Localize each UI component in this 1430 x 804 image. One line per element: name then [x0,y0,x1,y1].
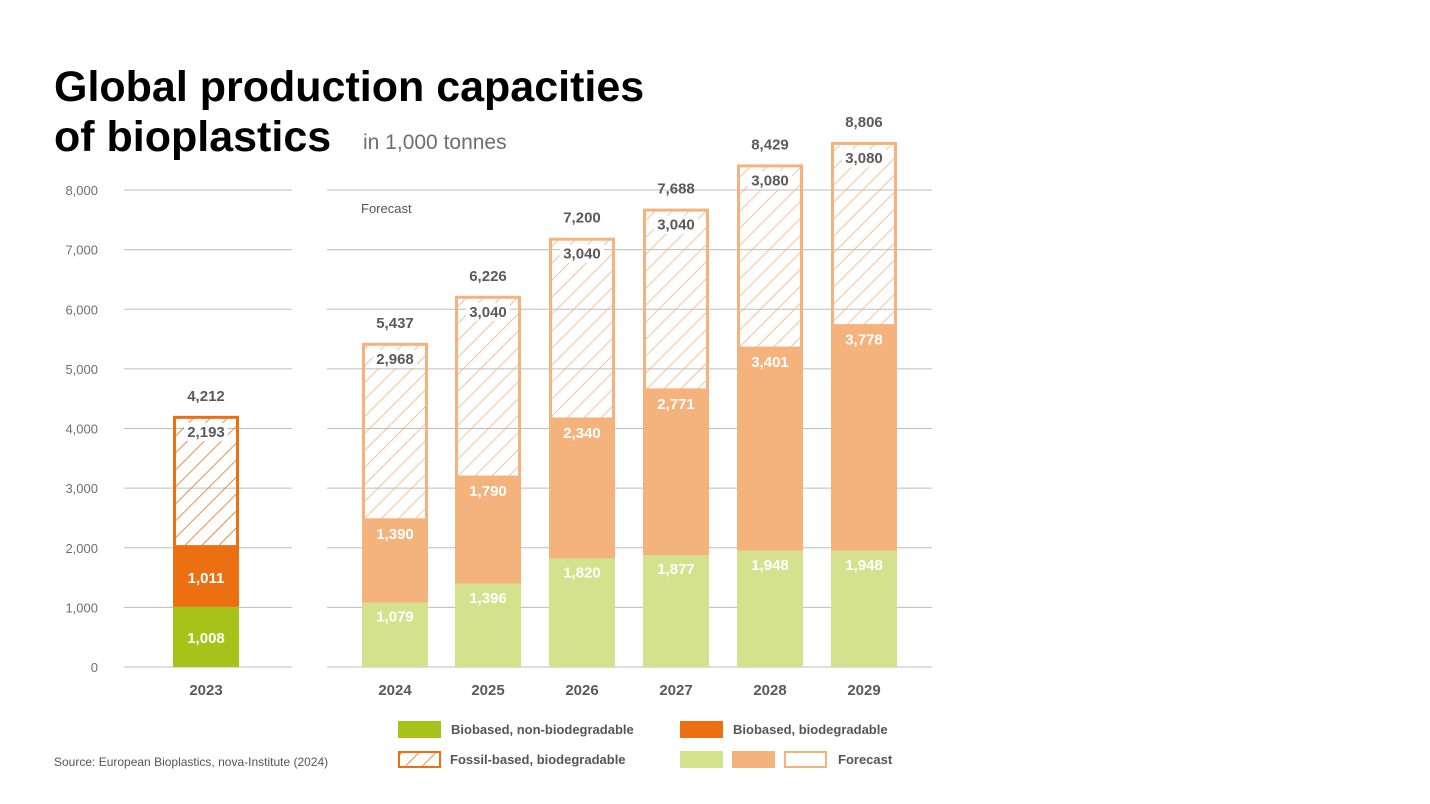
bar-segment-fossil-biodeg-2026 [549,237,615,421]
data-label-backdrop [748,171,792,190]
total-label-2027: 7,688 [657,181,695,198]
chart-title-line-2: of bioplastics [54,113,332,161]
legend-swatch-forecast-green [680,751,723,768]
y-tick-label: 0 [91,660,98,675]
total-label-2029: 8,806 [845,114,883,131]
legend-swatch-bio-biodeg [680,721,723,738]
data-label-backdrop [654,215,698,234]
data-label-fossil-biodeg-2029: 3,080 [845,150,883,167]
y-tick-label: 6,000 [65,302,98,317]
bar-segment-bio-biodeg-2028 [737,348,803,551]
bar-segment-bio-non-biodeg-2028 [737,550,803,667]
x-axis-ticks: 2023 2024 2025 2026 2027 2028 2029 [189,682,880,699]
bar-segment-bio-non-biodeg-2025 [455,583,521,667]
data-label-bio-non-biodeg-2024: 1,079 [376,609,414,626]
x-tick-label-2023: 2023 [189,682,222,699]
data-label-fossil-biodeg-2027: 3,040 [657,217,695,234]
legend-label-bio-biodeg: Biobased, biodegradable [733,722,888,737]
total-label-2024: 5,437 [376,315,414,332]
legend-label-bio-non-biodeg: Biobased, non-biodegradable [451,722,634,737]
y-tick-label: 4,000 [65,422,98,437]
y-tick-label: 3,000 [65,481,98,496]
bar-segment-bio-biodeg-2027 [643,389,709,556]
data-label-fossil-biodeg-2024: 2,968 [376,351,414,368]
legend-swatch-fossil-biodeg [398,751,441,768]
data-label-backdrop [184,422,228,441]
bar-segment-fossil-biodeg-2027 [643,208,709,392]
data-label-bio-biodeg-2028: 3,401 [751,354,789,371]
legend-bio-biodeg-suffix: , biodegradable [792,722,888,737]
data-label-bio-biodeg-2023: 1,011 [188,570,225,587]
x-tick-label-2029: 2029 [847,682,880,699]
x-tick-label-2025: 2025 [471,682,504,699]
data-label-bio-biodeg-2026: 2,340 [563,425,601,442]
data-label-bio-non-biodeg-2026: 1,820 [563,564,601,581]
data-label-backdrop [560,244,604,263]
bar-segment-bio-biodeg-2025 [455,477,521,584]
bar-segment-bio-non-biodeg-2026 [549,558,615,667]
x-tick-label-2027: 2027 [659,682,692,699]
y-tick-label: 5,000 [65,362,98,377]
y-axis-ticks: 0 1,000 2,000 3,000 4,000 5,000 6,000 7,000 8,00… [65,183,98,675]
data-label-bio-biodeg-2027: 2,771 [657,396,695,413]
legend-swatch-forecast-outline [784,751,827,768]
legend: Biobased, non-biodegradable Biobased, bi… [398,721,893,768]
data-label-bio-non-biodeg-2023: 1,008 [187,630,225,647]
bar-segment-bio-biodeg-2029 [831,325,897,551]
bar-segment-bio-non-biodeg-2024 [362,602,428,667]
data-label-fossil-biodeg-2028: 3,080 [751,172,789,189]
bar-segment-fossil-biodeg-2029 [831,141,897,328]
x-tick-label-2024: 2024 [378,682,412,699]
data-label-bio-non-biodeg-2025: 1,396 [469,590,507,607]
y-tick-label: 8,000 [65,183,98,198]
bar-segment-fossil-biodeg-2028 [737,164,803,350]
x-tick-label-2028: 2028 [753,682,786,699]
total-label-2026: 7,200 [563,210,601,227]
legend-label-forecast: Forecast [838,752,893,767]
chart-title-line-1: Global production capacities [54,63,645,111]
data-label-fossil-biodeg-2026: 3,040 [563,246,601,263]
total-label-2025: 6,226 [469,268,507,285]
forecast-annotation: Forecast [361,201,412,216]
legend-fossil-biodeg-name: Fossil-based [450,752,530,767]
bars: 1,008 1,011 2,193 4,212 1,079 1,390 2,968 5,437… [173,114,897,667]
bar-segment-bio-biodeg-2026 [549,418,615,559]
legend-fossil-biodeg-suffix: , biodegradable [529,752,625,767]
bar-segment-bio-non-biodeg-2023 [173,606,239,667]
legend-swatch-forecast-orange [732,751,775,768]
bar-segment-fossil-biodeg-2024 [362,342,428,522]
y-tick-label: 2,000 [65,541,98,556]
legend-bio-non-biodeg-name: Biobased [451,722,510,737]
total-label-2028: 8,429 [751,136,789,153]
data-label-bio-biodeg-2025: 1,790 [469,483,507,500]
data-label-fossil-biodeg-2023: 2,193 [187,424,225,441]
data-label-backdrop [842,148,886,167]
data-label-bio-biodeg-2029: 3,778 [845,332,883,349]
chart-unit: in 1,000 tonnes [363,131,507,154]
bar-segment-bio-biodeg-2023 [173,546,239,607]
data-label-bio-non-biodeg-2029: 1,948 [845,557,883,574]
source-note: Source: European Bioplastics, nova-Insti… [54,755,329,769]
data-label-backdrop [373,349,417,368]
y-tick-label: 1,000 [65,600,98,615]
data-label-bio-biodeg-2024: 1,390 [376,526,414,543]
legend-bio-biodeg-name: Biobased [733,722,792,737]
data-label-fossil-biodeg-2025: 3,040 [469,304,507,321]
data-label-bio-non-biodeg-2027: 1,877 [657,561,695,578]
bar-segment-bio-non-biodeg-2029 [831,550,897,667]
gridlines [124,189,932,668]
data-label-backdrop [466,302,510,321]
legend-label-fossil-biodeg: Fossil-based, biodegradable [450,752,626,767]
x-tick-label-2026: 2026 [565,682,598,699]
bar-segment-bio-non-biodeg-2027 [643,555,709,667]
bar-segment-bio-biodeg-2024 [362,519,428,603]
data-label-bio-non-biodeg-2028: 1,948 [751,557,789,574]
total-label-2023: 4,212 [187,388,225,405]
legend-bio-non-biodeg-suffix: , non-biodegradable [510,722,634,737]
legend-swatch-bio-non-biodeg [398,721,441,738]
bar-segment-fossil-biodeg-2025 [455,295,521,479]
chart-title: Global production capacities of bioplast… [54,62,644,162]
y-tick-label: 7,000 [65,243,98,258]
